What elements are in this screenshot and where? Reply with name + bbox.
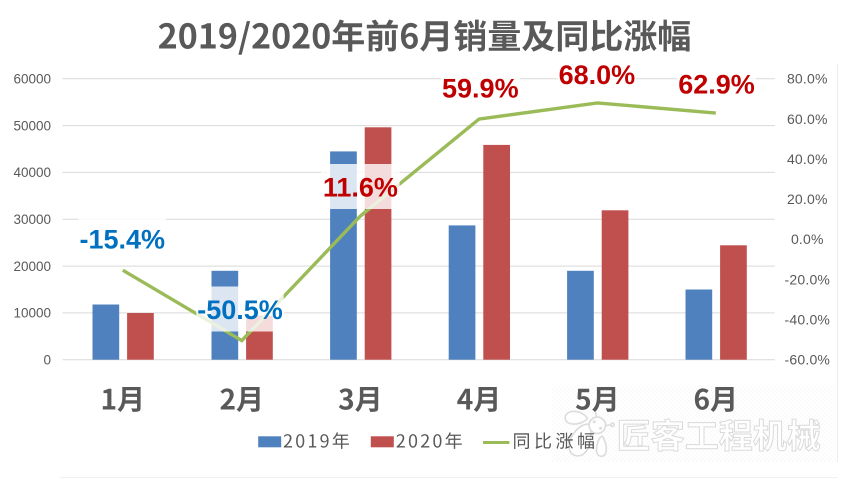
- svg-text:10000: 10000: [13, 306, 51, 321]
- svg-text:80.0%: 80.0%: [787, 71, 828, 87]
- svg-text:-50.5%: -50.5%: [197, 295, 283, 325]
- svg-text:40.0%: 40.0%: [787, 151, 828, 167]
- svg-text:-20.0%: -20.0%: [785, 271, 831, 287]
- svg-text:40000: 40000: [13, 165, 51, 180]
- svg-text:-40.0%: -40.0%: [785, 312, 831, 328]
- svg-text:59.9%: 59.9%: [442, 74, 519, 104]
- svg-text:50000: 50000: [13, 118, 51, 133]
- svg-text:0.0%: 0.0%: [791, 231, 824, 247]
- svg-text:60000: 60000: [13, 72, 51, 87]
- svg-text:62.9%: 62.9%: [678, 70, 755, 100]
- svg-text:20000: 20000: [13, 259, 51, 274]
- svg-text:11.6%: 11.6%: [323, 173, 398, 203]
- svg-text:0: 0: [43, 352, 51, 367]
- svg-text:-60.0%: -60.0%: [785, 352, 831, 368]
- svg-text:20.0%: 20.0%: [787, 191, 828, 207]
- svg-text:-15.4%: -15.4%: [80, 225, 166, 255]
- svg-text:60.0%: 60.0%: [787, 111, 828, 127]
- svg-text:30000: 30000: [13, 212, 51, 227]
- svg-text:68.0%: 68.0%: [559, 60, 636, 90]
